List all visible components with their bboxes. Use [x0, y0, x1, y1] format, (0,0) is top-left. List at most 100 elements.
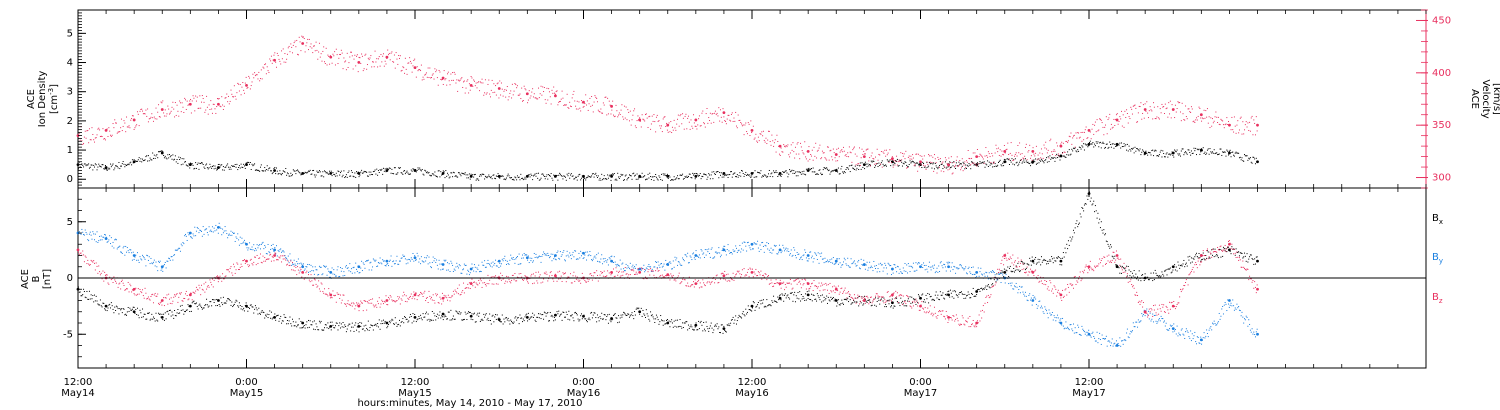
- density-dot: [1034, 161, 1036, 163]
- bx-dot: [88, 298, 90, 300]
- velocity-dot: [927, 164, 929, 166]
- density-dot: [639, 174, 641, 176]
- density-dot: [1119, 142, 1121, 144]
- density-dot: [1041, 159, 1043, 161]
- velocity-dot: [343, 57, 345, 59]
- by-dot: [451, 262, 453, 264]
- velocity-dot: [689, 128, 691, 130]
- bx-dot: [1008, 276, 1010, 278]
- density-dot: [590, 176, 592, 178]
- bx-dot: [657, 319, 659, 321]
- velocity-dot: [120, 118, 122, 120]
- velocity-dot: [912, 154, 914, 156]
- velocity-dot: [725, 123, 727, 125]
- velocity-dot: [371, 66, 373, 68]
- bx-dot: [947, 291, 949, 293]
- by-dot: [414, 255, 416, 257]
- by-dot: [261, 242, 263, 244]
- velocity-dot: [596, 101, 598, 103]
- density-dot: [295, 173, 297, 175]
- density-dot: [331, 175, 333, 177]
- by-dot: [270, 248, 272, 250]
- bx-dot: [93, 301, 95, 303]
- bx-dot: [1040, 256, 1042, 258]
- bx-dot: [140, 312, 142, 314]
- bx-dot: [147, 312, 149, 314]
- velocity-dot: [1194, 122, 1196, 124]
- density-dot: [86, 164, 88, 166]
- density-dot: [741, 170, 743, 172]
- density-dot: [1099, 142, 1101, 144]
- velocity-dot: [766, 143, 768, 145]
- density-dot: [231, 165, 233, 167]
- bx-dot: [489, 320, 491, 322]
- by-dot: [241, 237, 243, 239]
- by-dot: [256, 244, 258, 246]
- bx-dot: [959, 292, 961, 294]
- by-dot: [339, 275, 341, 277]
- velocity-dot: [364, 54, 366, 56]
- velocity-dot: [821, 150, 823, 152]
- bx-dot: [595, 317, 597, 319]
- velocity-dot: [1179, 111, 1181, 113]
- by-dot: [361, 260, 363, 262]
- bx-dot: [105, 306, 107, 308]
- bx-dot: [1177, 261, 1179, 263]
- bx-point: [806, 293, 810, 297]
- bx-dot: [102, 302, 104, 304]
- velocity-dot: [788, 154, 790, 156]
- by-dot: [567, 254, 569, 256]
- density-dot: [411, 170, 413, 172]
- by-point: [722, 248, 726, 252]
- bx-dot: [546, 313, 548, 315]
- density-dot: [104, 168, 106, 170]
- density-dot: [837, 167, 839, 169]
- velocity-dot: [469, 89, 471, 91]
- bx-dot: [345, 325, 347, 327]
- bx-dot: [281, 320, 283, 322]
- velocity-dot: [195, 100, 197, 102]
- density-dot: [1215, 152, 1217, 154]
- velocity-dot: [855, 164, 857, 166]
- density-dot: [904, 161, 906, 163]
- velocity-dot: [961, 158, 963, 160]
- bx-dot: [549, 312, 551, 314]
- velocity-dot: [1197, 115, 1199, 117]
- velocity-dot: [1071, 143, 1073, 145]
- density-dot: [477, 178, 479, 180]
- velocity-dot: [706, 108, 708, 110]
- velocity-dot: [386, 57, 388, 59]
- bx-dot: [789, 298, 791, 300]
- bx-dot: [282, 320, 284, 322]
- bx-dot: [1203, 258, 1205, 260]
- by-point: [834, 259, 838, 263]
- by-point: [1115, 344, 1119, 347]
- velocity-dot: [478, 81, 480, 83]
- by-dot: [377, 265, 379, 267]
- bx-dot: [199, 303, 201, 305]
- velocity-dot: [1171, 104, 1173, 106]
- velocity-dot: [286, 53, 288, 55]
- density-dot: [1233, 155, 1235, 157]
- density-dot: [83, 163, 85, 165]
- by-dot: [470, 269, 472, 271]
- bx-dot: [815, 298, 817, 300]
- velocity-point: [919, 160, 922, 164]
- by-dot: [356, 270, 358, 272]
- bx-dot: [1129, 275, 1131, 277]
- bx-dot: [86, 290, 88, 292]
- velocity-dot: [314, 50, 316, 52]
- bx-dot: [864, 295, 866, 297]
- velocity-dot: [1244, 129, 1246, 131]
- bx-dot: [245, 302, 247, 304]
- density-dot: [323, 176, 325, 178]
- bx-dot: [394, 317, 396, 319]
- density-dot: [803, 170, 805, 172]
- bx-dot: [618, 321, 620, 323]
- density-dot: [516, 179, 518, 181]
- density-dot: [939, 164, 941, 166]
- density-dot: [946, 166, 948, 168]
- velocity-dot: [770, 144, 772, 146]
- bx-dot: [541, 314, 543, 316]
- velocity-dot: [205, 109, 207, 111]
